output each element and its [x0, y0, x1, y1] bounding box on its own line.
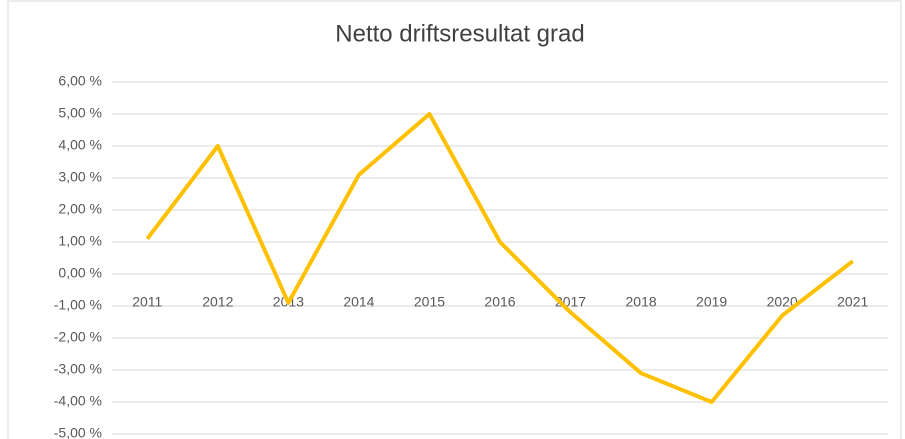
x-tick-label: 2019: [696, 294, 727, 310]
chart-title: Netto driftsresultat grad: [335, 20, 584, 47]
x-tick-label: 2015: [414, 294, 445, 310]
line: [145, 112, 854, 404]
x-tick-label: 2016: [484, 294, 515, 310]
x-tick-label: 2018: [626, 294, 657, 310]
y-tick-label: 4,00 %: [58, 137, 102, 153]
y-tick-label: 0,00 %: [58, 265, 102, 281]
x-tick-label: 2014: [343, 294, 374, 310]
y-tick-label: 5,00 %: [58, 105, 102, 121]
y-tick-label: 6,00 %: [58, 73, 102, 89]
y-tick-label: 3,00 %: [58, 169, 102, 185]
x-tick-label: 2012: [202, 294, 233, 310]
y-tick-label: 2,00 %: [58, 201, 102, 217]
x-tick-label: 2021: [837, 294, 868, 310]
y-tick-label: -5,00 %: [54, 425, 102, 439]
y-tick-label: -1,00 %: [54, 297, 102, 313]
x-tick-label: 2011: [132, 294, 162, 310]
y-tick-label: -3,00 %: [54, 361, 102, 377]
y-tick-label: 1,00 %: [58, 233, 102, 249]
y-tick-label: -4,00 %: [54, 393, 102, 409]
y-tick-label: -2,00 %: [54, 329, 102, 345]
x-tick-label: 2020: [767, 294, 798, 310]
chart-border: [7, 0, 902, 439]
